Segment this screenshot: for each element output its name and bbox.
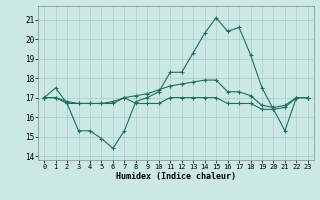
X-axis label: Humidex (Indice chaleur): Humidex (Indice chaleur) <box>116 172 236 181</box>
